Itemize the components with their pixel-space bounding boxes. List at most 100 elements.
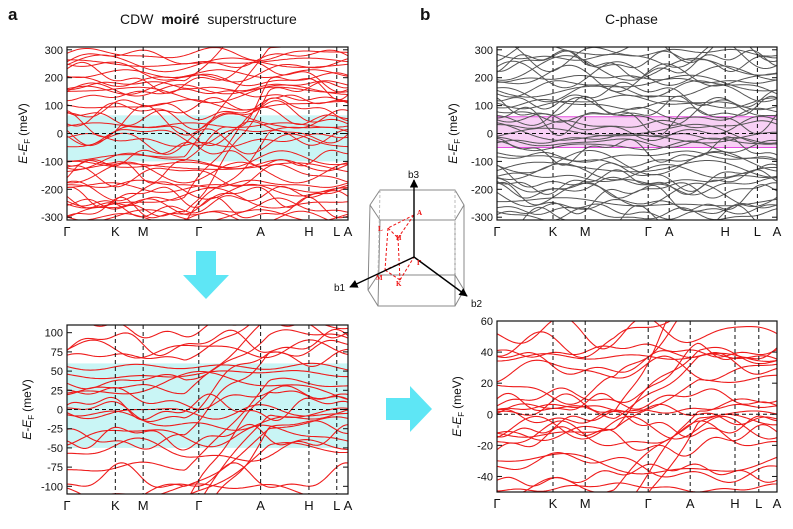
band-line [497, 424, 777, 457]
band-line [67, 462, 348, 488]
band-line [67, 94, 348, 207]
panel-a-label: a [8, 5, 18, 24]
band-line [497, 94, 777, 110]
kpoint-label: A [773, 496, 782, 511]
title-moire-suffix: superstructure [207, 11, 297, 27]
y-axis-label-part: F [23, 139, 32, 144]
band-line [497, 463, 777, 487]
b3-label: b3 [408, 170, 420, 181]
plot-frame [496, 320, 778, 493]
band-line [497, 350, 777, 375]
kpoint-label: M [138, 498, 149, 513]
bz-path [387, 214, 415, 229]
y-tick-label: -20 [477, 440, 493, 452]
band-line [67, 423, 348, 451]
y-axis-label-part: (meV) [20, 379, 34, 412]
band-line [497, 74, 777, 98]
y-tick-label: -100 [41, 481, 63, 493]
kpoint-label: Γ [63, 224, 70, 239]
bz-point-gamma: Γ [417, 259, 422, 267]
band-line [67, 377, 348, 472]
y-axis-label-part: E [450, 428, 464, 437]
y-axis-label-part: -E [16, 143, 30, 156]
band-line [67, 416, 348, 494]
band-line [497, 182, 777, 208]
band-line [497, 55, 777, 81]
kpoint-label: Γ [493, 224, 500, 239]
y-tick-label: -200 [471, 184, 493, 196]
bz-path [387, 227, 399, 239]
kpoint-label: A [773, 224, 782, 239]
y-tick-label: 300 [475, 45, 493, 57]
band-line [497, 182, 777, 199]
y-tick-label: 100 [475, 101, 493, 113]
kpoint-label: A [256, 224, 265, 239]
kpoint-label: Γ [63, 498, 70, 513]
band-line [635, 398, 777, 492]
bz-point-a: A [417, 209, 422, 217]
kpoint-label: A [256, 498, 265, 513]
band-line [497, 99, 777, 111]
band-line [497, 172, 777, 185]
y-axis-label-part: F [27, 415, 36, 420]
band-line [67, 47, 224, 95]
y-tick-label: -50 [47, 443, 63, 455]
band-line [67, 80, 348, 92]
band-line [67, 370, 348, 380]
band-line [67, 49, 348, 69]
y-axis-label-part: E [446, 155, 460, 164]
b2-axis-arrow [413, 256, 468, 297]
band-line [497, 343, 777, 358]
bz-point-h: H [396, 234, 402, 242]
kpoint-label: L [333, 224, 340, 239]
band-line [497, 420, 777, 447]
b2-label: b2 [471, 299, 483, 310]
y-tick-label: 0 [487, 409, 493, 421]
bz-edge [377, 189, 381, 276]
band-line [67, 186, 348, 208]
kpoint-label: A [344, 224, 353, 239]
band-line [497, 136, 777, 166]
band-line [67, 88, 348, 102]
y-tick-label: 100 [45, 328, 63, 340]
band-line [67, 47, 348, 62]
bz-path [399, 256, 415, 281]
y-tick-label: 0 [487, 129, 493, 141]
band-line [67, 325, 348, 396]
band-line [67, 182, 348, 193]
band-line [497, 127, 777, 144]
band-line [67, 58, 348, 83]
bz-path [384, 227, 389, 271]
y-tick-label: 50 [51, 366, 63, 378]
band-group [67, 325, 348, 494]
band-line [92, 325, 348, 339]
band-line [67, 404, 348, 420]
bz-edge [367, 204, 371, 291]
band-line [497, 50, 777, 73]
band-line [497, 176, 777, 196]
band-line [497, 321, 777, 350]
band-line [67, 424, 348, 448]
kpoint-label: K [549, 224, 558, 239]
band-line [67, 197, 348, 218]
band-line [497, 353, 777, 420]
y-axis-label: E-EF (meV) [20, 379, 36, 440]
kpoint-label: Γ [645, 496, 652, 511]
band-line [67, 210, 330, 220]
band-line [497, 139, 777, 153]
band-line [497, 84, 777, 103]
title-moire-bold: moiré [161, 11, 199, 27]
band-line [67, 339, 348, 359]
band-line [67, 61, 348, 94]
band-group [497, 321, 777, 492]
band-line [67, 163, 348, 188]
bz-path [384, 269, 401, 281]
band-group [497, 47, 777, 220]
band-line [497, 453, 777, 475]
band-line [67, 141, 348, 167]
band-line [203, 407, 348, 494]
band-line [497, 150, 777, 163]
